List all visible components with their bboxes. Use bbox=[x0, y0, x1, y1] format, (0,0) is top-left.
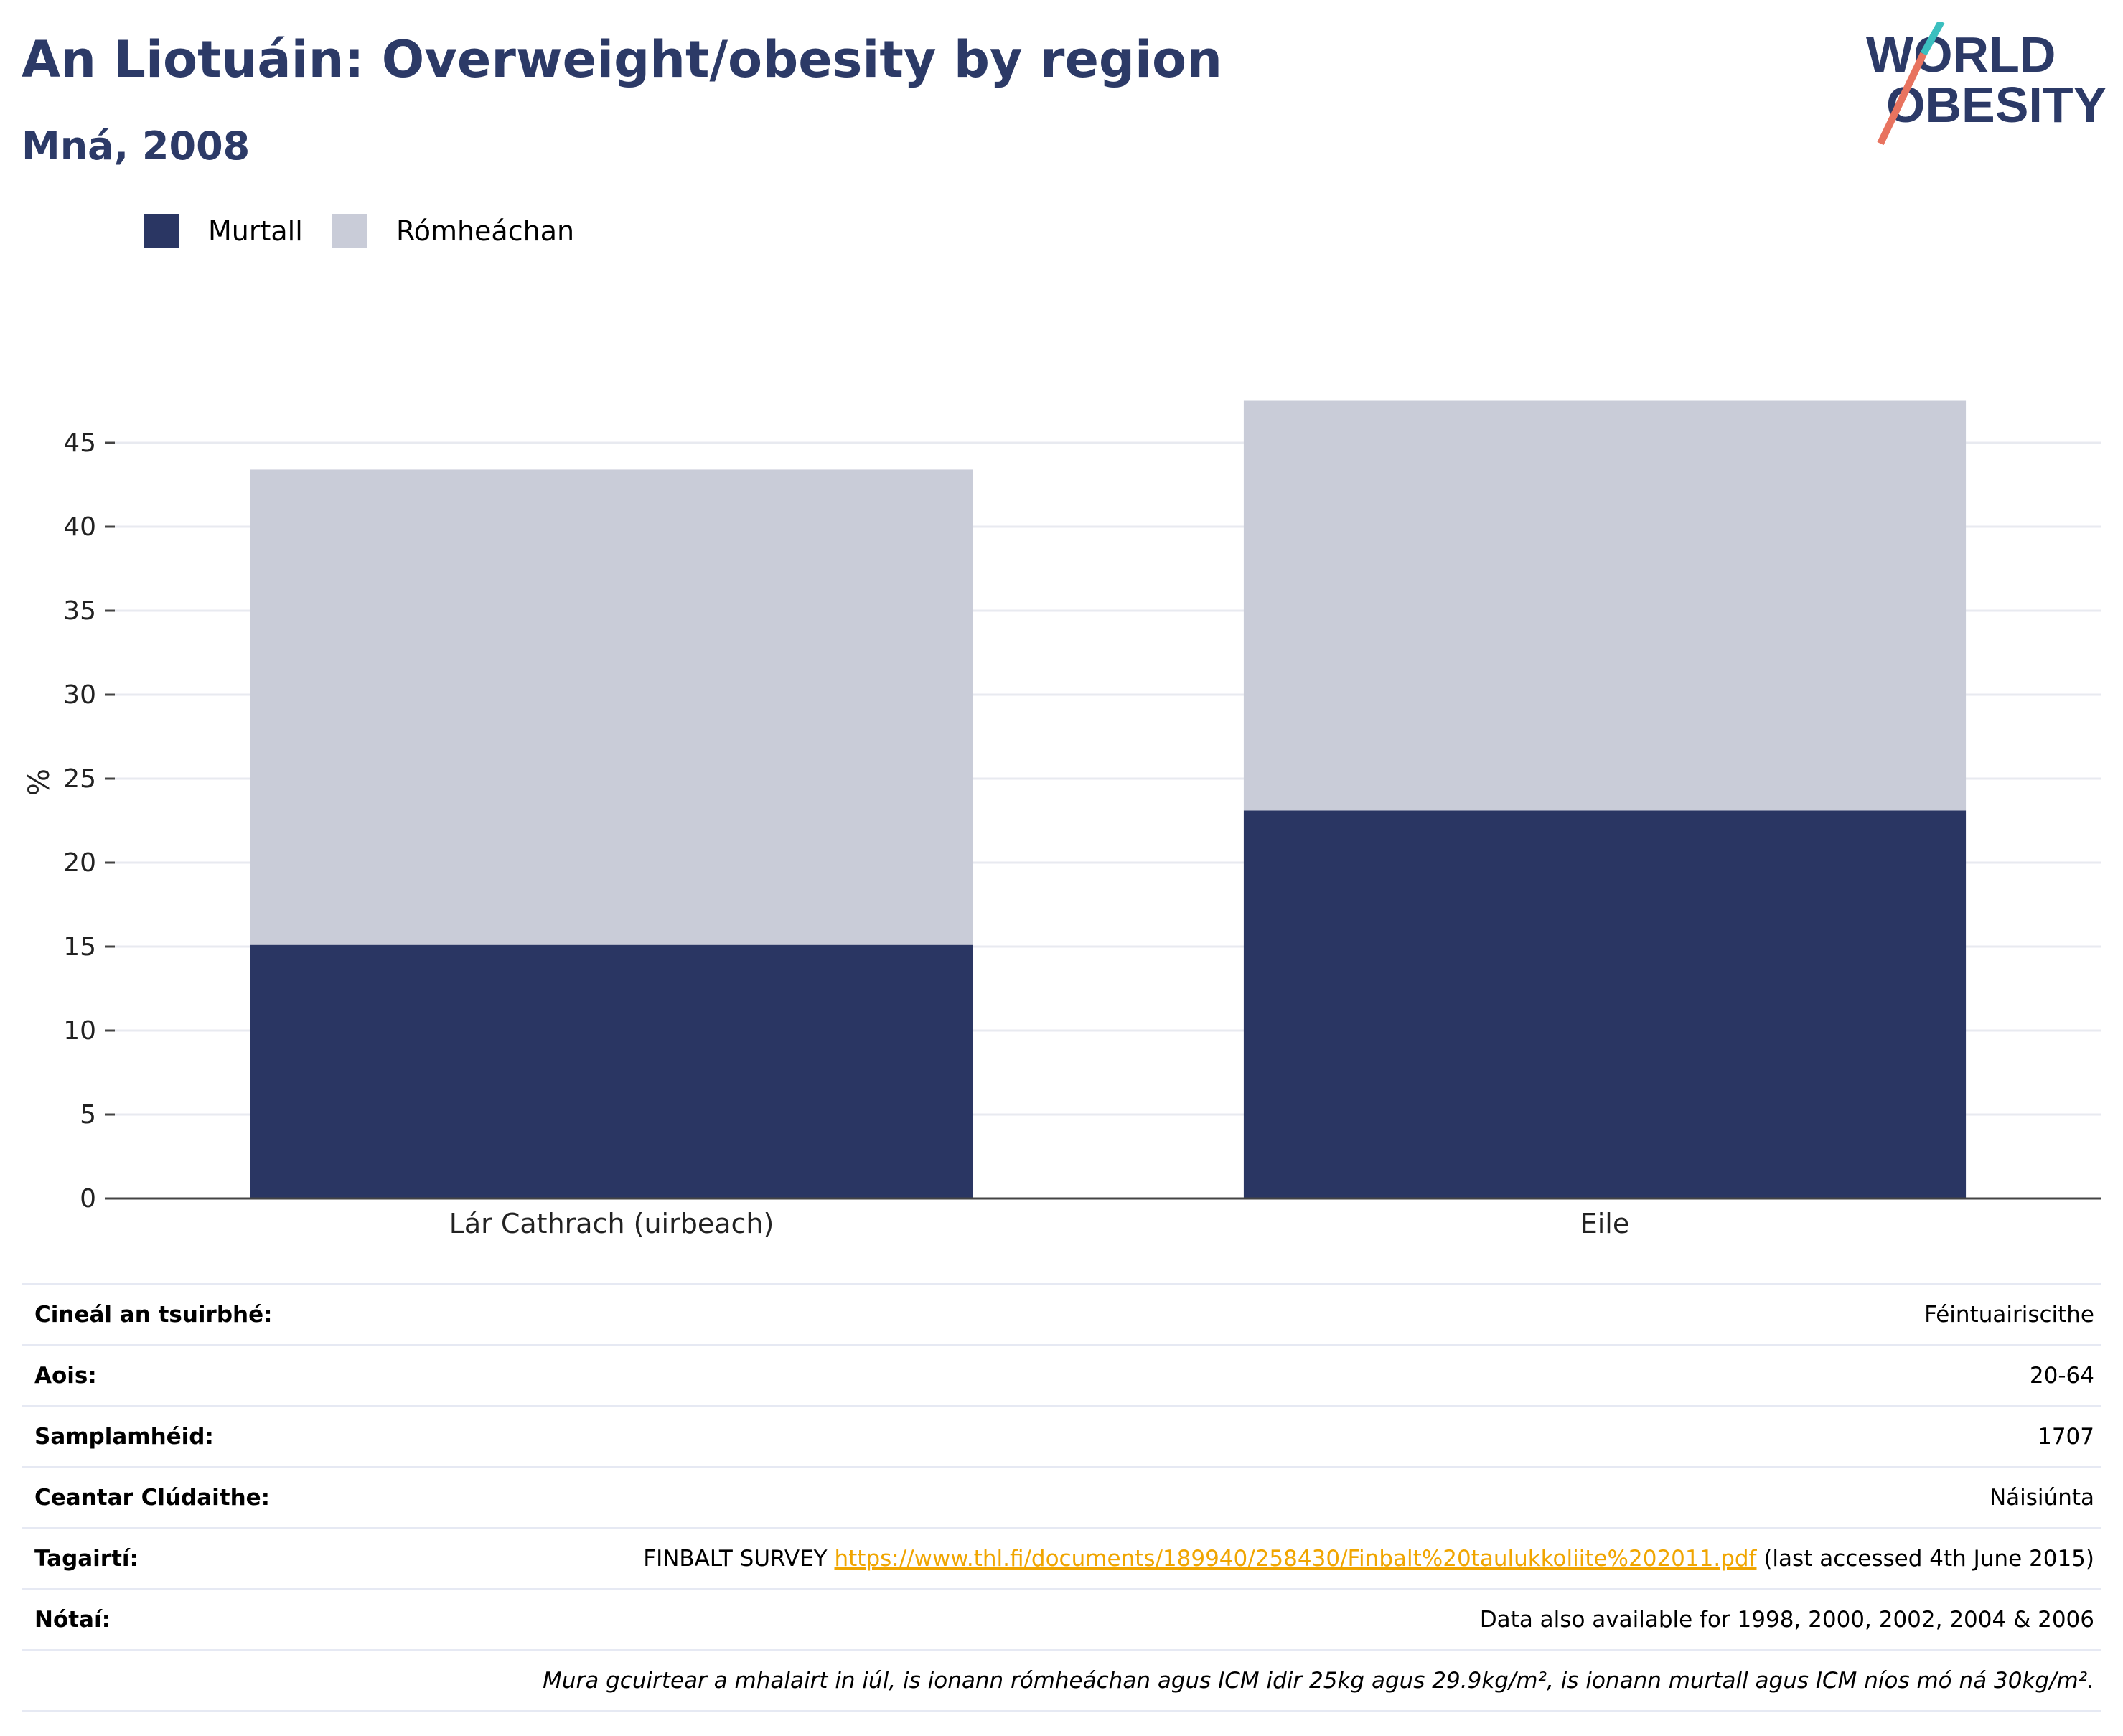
reference-suffix: (last accessed 4th June 2015) bbox=[1756, 1546, 2094, 1572]
y-tick-label: 40 bbox=[63, 512, 96, 542]
y-tick-label: 5 bbox=[80, 1100, 96, 1130]
info-row-notes: Nótaí: Data also available for 1998, 200… bbox=[22, 1588, 2101, 1649]
chart-title: An Liotuáin: Overweight/obesity by regio… bbox=[22, 30, 1222, 89]
info-row-sample-size: Samplamhéid: 1707 bbox=[22, 1405, 2101, 1466]
reference-link[interactable]: https://www.thl.fi/documents/189940/2584… bbox=[834, 1546, 1757, 1572]
info-key: Samplamhéid: bbox=[34, 1424, 214, 1450]
info-value-note: Mura gcuirtear a mhalairt in iúl, is ion… bbox=[543, 1668, 2094, 1694]
bar-chart: 0 5 10 15 20 25 30 35 40 45 Lár Cathrach (uirbeac… bbox=[23, 400, 2101, 1239]
bar-r-mhe-chan-0[interactable] bbox=[250, 469, 973, 945]
info-row-age: Aois: 20-64 bbox=[22, 1344, 2101, 1405]
info-key: Ceantar Clúdaithe: bbox=[34, 1485, 271, 1511]
info-key: Cineál an tsuirbhé: bbox=[34, 1302, 273, 1328]
chart-subtitle: Mná, 2008 bbox=[22, 123, 250, 169]
info-row-definition-note: Mura gcuirtear a mhalairt in iúl, is ion… bbox=[22, 1649, 2101, 1712]
info-value: Data also available for 1998, 2000, 2002… bbox=[1479, 1607, 2094, 1633]
y-tick-label: 30 bbox=[63, 680, 96, 710]
reference-prefix: FINBALT SURVEY bbox=[643, 1546, 835, 1572]
legend-label-murtall: Murtall bbox=[208, 215, 303, 247]
info-value-reference: FINBALT SURVEY https://www.thl.fi/docume… bbox=[643, 1529, 2094, 1588]
bar-r-mhe-chan-1[interactable] bbox=[1243, 400, 1967, 811]
x-category-label: Eile bbox=[1580, 1208, 1630, 1239]
y-tick-label: 20 bbox=[63, 848, 96, 878]
legend-label-romheachan: Rómheáchan bbox=[396, 215, 575, 247]
y-axis-label: % bbox=[23, 769, 56, 796]
x-axis-categories: Lár Cathrach (uirbeach) Eile bbox=[449, 1208, 1630, 1239]
logo-line2: OBESITY bbox=[1886, 77, 2106, 133]
info-key: Aois: bbox=[34, 1363, 97, 1389]
info-table: Cineál an tsuirbhé: Féintuairiscithe Aoi… bbox=[22, 1283, 2101, 1712]
info-key: Nótaí: bbox=[34, 1607, 111, 1633]
y-tick-label: 15 bbox=[63, 932, 96, 962]
info-key: Tagairtí: bbox=[34, 1546, 139, 1572]
y-tick-label: 45 bbox=[63, 428, 96, 458]
info-value: 20-64 bbox=[2029, 1363, 2094, 1389]
y-tick-label: 25 bbox=[63, 764, 96, 794]
info-value: 1707 bbox=[2038, 1424, 2094, 1450]
legend-swatch-romheachan bbox=[332, 214, 367, 248]
legend-swatch-murtall bbox=[144, 214, 179, 248]
bars bbox=[250, 400, 1967, 1198]
y-axis-ticks: 0 5 10 15 20 25 30 35 40 45 bbox=[63, 428, 115, 1214]
info-row-survey-type: Cineál an tsuirbhé: Féintuairiscithe bbox=[22, 1283, 2101, 1344]
info-row-references: Tagairtí: FINBALT SURVEY https://www.thl… bbox=[22, 1527, 2101, 1588]
bar-murtall-1[interactable] bbox=[1243, 810, 1967, 1198]
y-tick-label: 35 bbox=[63, 596, 96, 626]
y-tick-label: 0 bbox=[80, 1184, 96, 1214]
logo-line1: WORLD bbox=[1866, 27, 2056, 83]
info-value: Féintuairiscithe bbox=[1924, 1302, 2094, 1328]
info-row-area-covered: Ceantar Clúdaithe: Náisiúnta bbox=[22, 1466, 2101, 1527]
x-category-label: Lár Cathrach (uirbeach) bbox=[449, 1208, 774, 1239]
y-tick-label: 10 bbox=[63, 1016, 96, 1046]
info-value: Náisiúnta bbox=[1989, 1485, 2094, 1511]
world-obesity-logo: WORLD OBESITY bbox=[1866, 22, 2106, 146]
bar-murtall-0[interactable] bbox=[250, 944, 973, 1198]
